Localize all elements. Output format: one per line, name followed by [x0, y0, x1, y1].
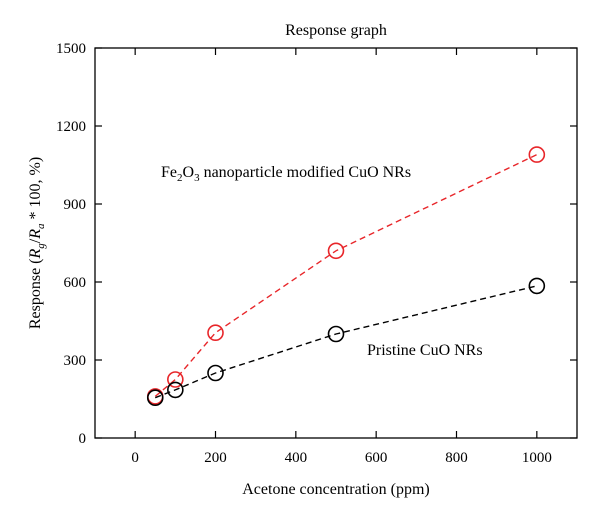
- x-tick-label: 1000: [522, 450, 552, 466]
- x-tick-label: 200: [204, 450, 227, 466]
- y-tick-label: 300: [64, 353, 87, 369]
- y-axis-label: Response (Rg/Ra * 100, %): [27, 157, 47, 329]
- x-tick-label: 800: [445, 450, 468, 466]
- data-point-series-0: [167, 371, 184, 388]
- y-tick-label: 900: [64, 197, 87, 213]
- y-tick-label: 0: [79, 431, 87, 447]
- x-tick-label: 600: [365, 450, 388, 466]
- data-point-series-1: [207, 364, 224, 382]
- y-tick-label: 1500: [56, 41, 86, 57]
- series-line-0: [154, 153, 538, 397]
- series-lines: [154, 153, 538, 399]
- y-tick-label: 600: [64, 275, 87, 291]
- data-point-series-0: [528, 146, 546, 163]
- data-point-series-0: [327, 242, 345, 260]
- y-tick-label: 1200: [56, 119, 86, 135]
- x-tick-label: 0: [131, 450, 139, 466]
- series-points: [146, 146, 546, 407]
- data-point-series-0: [207, 324, 224, 342]
- chart-title: Response graph: [285, 22, 387, 39]
- plot-frame: [94, 47, 578, 439]
- series-label-fe2o3: Fe2O3 nanoparticle modified CuO NRs: [161, 164, 411, 184]
- axis-ticks: 0 200 400 600 800 1000 0 300 600 900 1200 1500: [56, 41, 577, 466]
- data-point-series-1: [167, 381, 184, 399]
- data-point-series-1: [327, 325, 345, 343]
- data-point-series-1: [528, 277, 546, 295]
- x-axis-label: Acetone concentration (ppm): [242, 481, 429, 498]
- x-tick-label: 400: [285, 450, 308, 466]
- data-point-series-1: [146, 389, 164, 407]
- series-label-pristine: Pristine CuO NRs: [367, 342, 483, 359]
